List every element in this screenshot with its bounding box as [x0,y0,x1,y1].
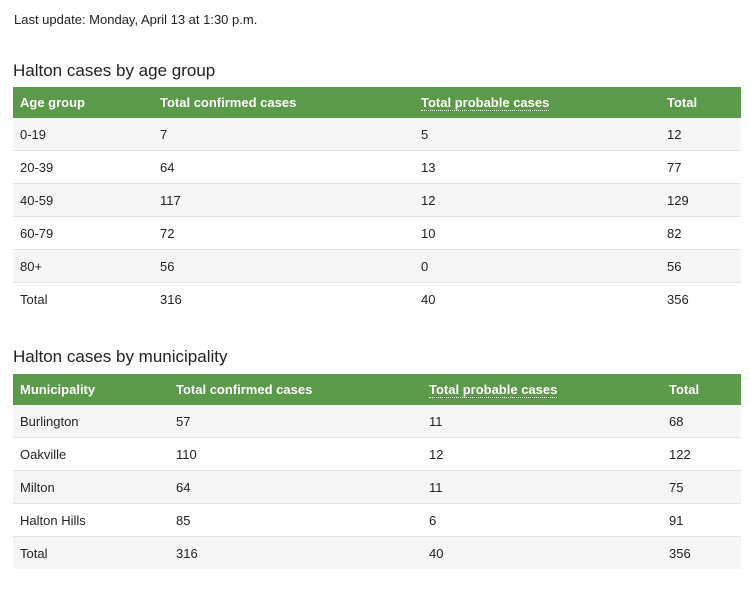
table-cell: 57 [169,405,422,438]
table-cell: 356 [667,291,689,307]
table-cell: Oakville [13,437,169,471]
table-row: 40-59 117 12 129 [13,183,741,217]
table-header-row: Age group Total confirmed cases Total pr… [13,87,741,118]
table-cell: 68 [662,405,741,438]
column-header-municipality: Municipality [20,382,96,397]
table-cell: 129 [660,183,741,217]
table-cell: 64 [153,150,414,184]
last-update-label: Last update: [14,12,86,27]
table-row: 0-19 7 5 12 [13,118,741,151]
table-cell: 12 [422,437,662,471]
table-cell: 77 [660,150,741,184]
table-cell: 13 [414,150,660,184]
last-update-value: Monday, April 13 at 1:30 p.m. [85,12,258,27]
table-cell: 0 [414,249,660,283]
table-cell: 10 [414,216,660,250]
table-total-row: Total 316 40 356 [13,282,741,315]
age-table-title: Halton cases by age group [13,61,216,80]
table-row: 60-79 72 10 82 [13,216,741,250]
table-cell: Total [20,291,48,307]
table-cell: 20-39 [13,150,153,184]
column-header-confirmed: Total confirmed cases [160,95,297,110]
table-cell: 5 [414,118,660,151]
column-header-probable[interactable]: Total probable cases [414,87,660,118]
table-cell: 60-79 [13,216,153,250]
column-header-probable[interactable]: Total probable cases [422,374,662,405]
table-cell: 80+ [13,249,153,283]
table-cell: Halton Hills [13,503,169,537]
table-row: 80+ 56 0 56 [13,249,741,283]
probable-abbr[interactable]: Total probable cases [421,95,550,111]
table-cell: 40 [421,291,436,307]
table-cell: 56 [660,249,741,283]
table-cell: 356 [669,545,691,561]
table-cell: 7 [153,118,414,151]
table-cell: Milton [13,470,169,504]
table-cell: 56 [153,249,414,283]
table-cell: 64 [169,470,422,504]
table-cell: 316 [176,545,198,561]
municipality-table: Municipality Total confirmed cases Total… [13,374,741,569]
table-cell: 12 [660,118,741,151]
table-header-row: Municipality Total confirmed cases Total… [13,374,741,405]
table-cell: 316 [160,291,182,307]
table-row: 20-39 64 13 77 [13,150,741,184]
column-header-age-group: Age group [20,95,85,110]
table-cell: 110 [169,437,422,471]
table-row: Oakville 110 12 122 [13,437,741,471]
table-cell: 122 [662,437,741,471]
table-row: Halton Hills 85 6 91 [13,503,741,537]
table-cell: 91 [662,503,741,537]
column-header-confirmed: Total confirmed cases [176,382,313,397]
table-cell: 6 [422,503,662,537]
table-total-row: Total 316 40 356 [13,536,741,569]
table-cell: 11 [422,405,662,438]
age-group-table: Age group Total confirmed cases Total pr… [13,87,741,315]
table-cell: 85 [169,503,422,537]
table-cell: 72 [153,216,414,250]
column-header-total: Total [669,382,700,397]
column-header-total: Total [667,95,698,110]
probable-abbr[interactable]: Total probable cases [429,382,558,398]
table-cell: 12 [414,183,660,217]
table-cell: Total [20,545,48,561]
table-cell: 40 [429,545,444,561]
table-cell: 40-59 [13,183,153,217]
table-cell: 117 [153,183,414,217]
table-cell: 75 [662,470,741,504]
table-row: Milton 64 11 75 [13,470,741,504]
table-cell: 11 [422,470,662,504]
table-row: Burlington 57 11 68 [13,405,741,438]
municipality-table-title: Halton cases by municipality [13,347,228,366]
table-cell: 0-19 [13,118,153,151]
table-cell: Burlington [13,405,169,438]
last-update: Last update: Monday, April 13 at 1:30 p.… [14,12,257,27]
table-cell: 82 [660,216,741,250]
